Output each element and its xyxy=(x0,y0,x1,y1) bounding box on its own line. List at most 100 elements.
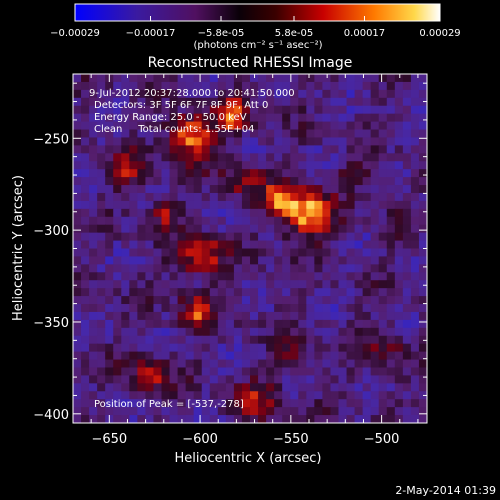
heatmap-cell xyxy=(418,129,427,139)
heatmap-cell xyxy=(129,351,138,361)
heatmap-cell xyxy=(193,74,203,83)
heatmap-cell xyxy=(266,375,275,384)
heatmap-cell xyxy=(97,208,106,218)
heatmap-cell xyxy=(274,319,283,329)
heatmap-cell xyxy=(378,272,388,281)
heatmap-cell xyxy=(314,137,324,146)
heatmap-cell xyxy=(153,399,163,408)
heatmap-cell xyxy=(209,137,219,146)
heatmap-cell xyxy=(145,232,155,242)
heatmap-cell xyxy=(161,319,171,329)
heatmap-cell xyxy=(330,113,340,123)
heatmap-cell xyxy=(177,359,187,369)
heatmap-cell xyxy=(330,97,340,107)
heatmap-cell xyxy=(274,74,283,83)
heatmap-cell xyxy=(306,81,315,91)
heatmap-cell xyxy=(113,89,122,99)
heatmap-cell xyxy=(241,343,251,353)
heatmap-cell xyxy=(105,177,114,186)
heatmap-cell xyxy=(394,367,404,377)
heatmap-cell xyxy=(410,145,420,154)
heatmap-cell xyxy=(290,192,299,202)
heatmap-cell xyxy=(209,343,219,353)
heatmap-cell xyxy=(193,288,203,297)
heatmap-cell xyxy=(282,200,291,210)
heatmap-cell xyxy=(89,343,98,353)
heatmap-cell xyxy=(145,383,155,392)
heatmap-cell xyxy=(225,121,235,131)
heatmap-cell xyxy=(137,240,147,250)
heatmap-cell xyxy=(362,121,372,131)
y-tick-label: −300 xyxy=(33,224,69,239)
heatmap-cell xyxy=(338,89,348,99)
heatmap-cell xyxy=(169,145,179,154)
heatmap-cell xyxy=(241,153,251,162)
heatmap-cell xyxy=(314,407,324,416)
heatmap-cell xyxy=(169,351,179,361)
heatmap-cell xyxy=(73,89,82,99)
heatmap-cell xyxy=(89,89,98,99)
heatmap-cell xyxy=(241,319,251,329)
heatmap-cell xyxy=(217,359,227,369)
heatmap-cell xyxy=(410,89,420,99)
heatmap-cell xyxy=(274,232,283,242)
heatmap-cell xyxy=(129,74,138,83)
heatmap-cell xyxy=(290,129,299,139)
heatmap-cell xyxy=(113,105,122,115)
heatmap-cell xyxy=(81,264,90,273)
heatmap-cell xyxy=(121,343,130,353)
heatmap-cell xyxy=(410,169,420,178)
heatmap-cell xyxy=(386,327,396,337)
heatmap-cell xyxy=(250,145,259,154)
heatmap-cell xyxy=(241,311,251,321)
heatmap-cell xyxy=(209,375,219,384)
heatmap-cell xyxy=(322,359,332,369)
heatmap-cell xyxy=(306,232,315,242)
heatmap-cell xyxy=(233,224,243,234)
heatmap-cell xyxy=(145,399,155,408)
heatmap-cell xyxy=(185,105,195,115)
heatmap-cell xyxy=(410,232,420,242)
heatmap-cell xyxy=(137,327,147,337)
heatmap-cell xyxy=(298,280,307,289)
heatmap-cell xyxy=(81,81,90,91)
heatmap-cell xyxy=(314,359,324,369)
x-tick-labels: −650 −600 −550 −500 xyxy=(91,432,399,447)
heatmap-cell xyxy=(73,407,82,416)
heatmap-cell xyxy=(418,399,427,408)
heatmap-cell xyxy=(185,304,195,313)
heatmap-cell xyxy=(314,296,324,305)
heatmap-cell xyxy=(129,319,138,329)
heatmap-cell xyxy=(266,311,275,321)
heatmap-cell xyxy=(153,240,163,250)
heatmap-cell xyxy=(241,121,251,131)
heatmap-cell xyxy=(121,74,130,83)
heatmap-cell xyxy=(129,89,138,99)
heatmap-cell xyxy=(266,121,275,131)
heatmap-cell xyxy=(338,232,348,242)
heatmap-cell xyxy=(322,375,332,384)
heatmap-cell xyxy=(290,335,299,345)
heatmap-cell xyxy=(250,399,259,408)
heatmap-cell xyxy=(193,169,203,178)
heatmap-cell xyxy=(113,153,122,162)
heatmap-cell xyxy=(410,399,420,408)
heatmap-cell xyxy=(169,192,179,202)
heatmap-cell xyxy=(298,89,307,99)
heatmap-cell xyxy=(306,296,315,305)
heatmap-cell xyxy=(378,145,388,154)
heatmap-cell xyxy=(233,74,243,83)
heatmap-cell xyxy=(258,240,267,250)
heatmap-cell xyxy=(105,327,114,337)
heatmap-cell xyxy=(241,185,251,194)
heatmap-cell xyxy=(338,359,348,369)
heatmap-cell xyxy=(89,391,98,400)
heatmap-cell xyxy=(346,169,356,178)
heatmap-cell xyxy=(225,153,235,162)
heatmap-cell xyxy=(274,145,283,154)
heatmap-cell xyxy=(241,383,251,392)
heatmap-cell xyxy=(298,335,307,345)
heatmap-cell xyxy=(282,232,291,242)
heatmap-cell xyxy=(418,81,427,91)
heatmap-cell xyxy=(298,192,307,202)
